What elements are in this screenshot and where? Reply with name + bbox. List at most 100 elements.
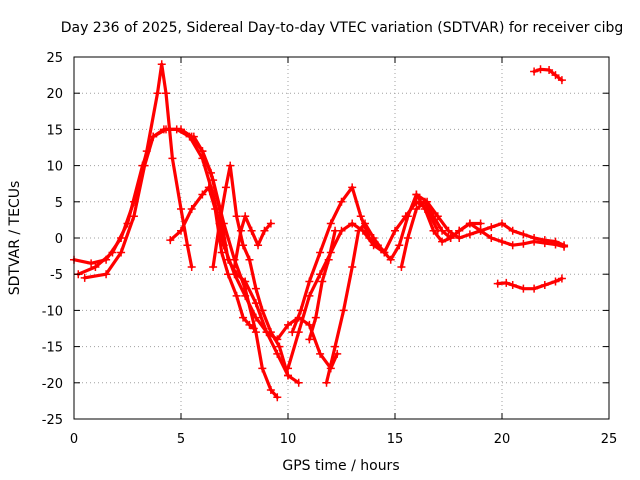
- y-axis: -25 -20 -15 -10 -5 0 5 10 15 20 25: [42, 51, 63, 428]
- data-point-marker: [412, 190, 421, 199]
- data-point-marker: [540, 239, 549, 248]
- data-point-marker: [519, 230, 528, 239]
- y-tick-label: -15: [42, 341, 63, 356]
- data-point-marker: [232, 212, 241, 221]
- data-point-marker: [284, 364, 292, 373]
- data-point-marker: [498, 237, 506, 246]
- x-axis: 0 5 10 15 20 25: [70, 432, 617, 447]
- data-point-marker: [217, 248, 226, 257]
- y-tick-label: -25: [42, 413, 63, 428]
- data-point-marker: [331, 226, 340, 235]
- data-point-marker: [530, 67, 539, 76]
- data-point-marker: [177, 205, 185, 214]
- series-layer: [70, 60, 569, 402]
- data-point-marker: [247, 226, 256, 235]
- data-point-marker: [198, 147, 207, 156]
- data-point-marker: [162, 89, 171, 98]
- data-point-marker: [337, 197, 346, 206]
- data-point-marker: [455, 234, 464, 242]
- series-sat-k: [322, 190, 569, 387]
- data-point-marker: [540, 281, 549, 290]
- data-point-marker: [284, 371, 292, 380]
- data-point-marker: [91, 262, 100, 271]
- data-point-marker: [236, 226, 245, 235]
- data-point-marker: [187, 205, 196, 214]
- data-point-marker: [273, 393, 282, 402]
- data-point-marker: [209, 262, 218, 271]
- data-point-marker: [545, 66, 554, 75]
- x-tick-label: 25: [601, 432, 618, 447]
- data-point-marker: [224, 270, 233, 279]
- data-point-marker: [108, 248, 117, 257]
- data-point-marker: [117, 248, 126, 257]
- data-point-marker: [166, 236, 175, 245]
- data-point-marker: [239, 241, 248, 250]
- data-point-marker: [87, 259, 96, 268]
- data-point-marker: [241, 212, 250, 221]
- data-point-marker: [354, 226, 363, 235]
- data-point-marker: [530, 237, 539, 246]
- y-axis-title: SDTVAR / TECUs: [7, 181, 23, 296]
- y-tick-label: 0: [55, 232, 63, 247]
- data-point-marker: [455, 226, 464, 235]
- data-point-marker: [403, 234, 412, 242]
- data-point-marker: [508, 241, 517, 250]
- data-point-marker: [80, 273, 89, 282]
- data-point-marker: [519, 239, 528, 248]
- data-point-marker: [348, 262, 357, 271]
- series-sat-g: [230, 212, 275, 271]
- data-point-marker: [177, 226, 185, 235]
- data-point-marker: [168, 154, 177, 163]
- data-point-marker: [557, 76, 566, 85]
- y-tick-label: 20: [46, 87, 63, 102]
- data-point-marker: [412, 205, 421, 214]
- series-line: [76, 127, 279, 399]
- data-point-marker: [224, 255, 233, 264]
- data-point-marker: [339, 306, 348, 315]
- data-point-marker: [189, 132, 198, 141]
- data-point-marker: [322, 378, 331, 387]
- data-point-marker: [258, 364, 267, 373]
- data-point-marker: [369, 241, 378, 250]
- data-point-marker: [294, 328, 303, 337]
- data-point-marker: [251, 284, 260, 293]
- data-point-marker: [395, 241, 404, 250]
- series-sat-n: [493, 274, 566, 293]
- data-point-marker: [249, 324, 258, 333]
- data-point-marker: [438, 237, 447, 246]
- data-point-marker: [403, 212, 412, 221]
- data-point-marker: [493, 279, 502, 288]
- series-sat-m: [412, 190, 485, 246]
- data-point-marker: [476, 219, 485, 228]
- data-point-marker: [420, 205, 429, 214]
- data-point-marker: [356, 212, 365, 221]
- data-point-marker: [348, 219, 357, 228]
- data-point-marker: [129, 212, 138, 221]
- data-point-marker: [465, 219, 474, 228]
- data-point-marker: [369, 234, 378, 242]
- y-tick-label: -5: [50, 268, 63, 283]
- chart-title: Day 236 of 2025, Sidereal Day-to-day VTE…: [61, 20, 624, 36]
- series-sat-f: [209, 161, 292, 380]
- data-point-marker: [305, 291, 314, 300]
- data-point-marker: [361, 219, 370, 228]
- series-sat-o: [530, 65, 566, 85]
- y-tick-label: -10: [42, 304, 63, 319]
- data-point-marker: [429, 226, 438, 235]
- data-point-marker: [183, 241, 192, 250]
- data-point-marker: [316, 248, 325, 257]
- data-point-marker: [487, 223, 496, 232]
- data-point-marker: [386, 255, 395, 264]
- series-sat-a: [70, 60, 196, 271]
- data-point-marker: [226, 161, 235, 170]
- data-point-marker: [172, 125, 181, 134]
- axis-ticks: [73, 56, 610, 420]
- data-point-marker: [316, 349, 325, 358]
- data-point-marker: [391, 226, 399, 235]
- data-point-marker: [230, 262, 239, 271]
- data-point-marker: [221, 183, 230, 192]
- data-point-marker: [159, 125, 168, 134]
- series-line: [192, 135, 301, 385]
- data-point-marker: [215, 219, 224, 228]
- data-point-marker: [140, 161, 149, 170]
